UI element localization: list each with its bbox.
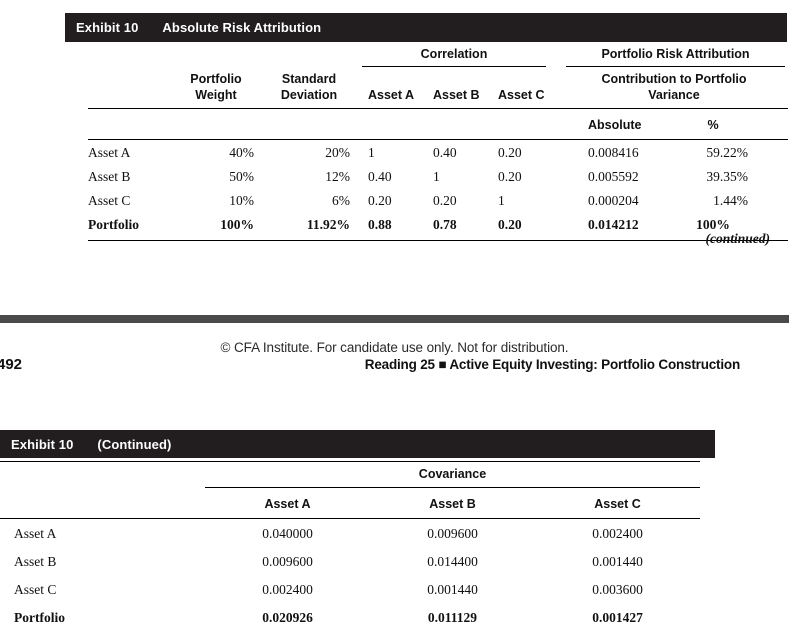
cell-cov-a: 0.002400 xyxy=(262,581,313,597)
cell-percent: 100% xyxy=(678,211,789,241)
row-label: Asset B xyxy=(14,553,57,569)
col-header-asset-c: Asset C xyxy=(535,488,700,519)
cell-std-deviation: 6% xyxy=(332,192,350,208)
cell-corr-b: 0.40 xyxy=(433,144,457,160)
cell-cov-c: 0.001427 xyxy=(592,609,643,625)
covariance-group-cell: Covariance xyxy=(205,462,700,489)
table-row-asset-b: Asset B 0.009600 0.014400 0.001440 xyxy=(0,547,700,575)
col-header-asset-a: Asset A xyxy=(360,66,428,109)
cell-corr-b: 1 xyxy=(433,168,440,184)
copyright-notice: © CFA Institute. For candidate use only.… xyxy=(220,340,569,355)
cell-cov-a: 0.040000 xyxy=(262,525,313,541)
col-header-standard-deviation: Standard Deviation xyxy=(268,66,360,109)
spacer-cell xyxy=(0,462,205,489)
col-header-contribution: Contribution to Portfolio Variance xyxy=(601,72,747,102)
spacer-cell xyxy=(88,66,178,109)
exhibit-bottom-label: Exhibit 10 xyxy=(11,436,74,452)
cell-std-deviation: 20% xyxy=(325,144,350,160)
col-header-asset-c: Asset C xyxy=(492,66,560,109)
cell-corr-a: 0.88 xyxy=(360,211,428,241)
exhibit-bottom-title: (Continued) xyxy=(97,436,172,452)
cell-corr-c: 1 xyxy=(498,192,505,208)
cell-absolute: 0.000204 xyxy=(588,192,639,208)
row-label: Portfolio xyxy=(88,211,178,241)
covariance-group-header: Covariance xyxy=(205,462,700,488)
table-row-portfolio-total: Portfolio 100% 11.92% 0.88 0.78 0.20 0.0… xyxy=(88,211,789,241)
running-footer-reading-title: Reading 25 ■ Active Equity Investing: Po… xyxy=(364,357,740,372)
col-header-contribution-cell: Contribution to Portfolio Variance xyxy=(560,66,789,109)
cell-cov-a: 0.020926 xyxy=(262,609,313,625)
col-header-percent: % xyxy=(678,108,789,140)
spacer-cell xyxy=(88,108,560,140)
cell-cov-b: 0.009600 xyxy=(427,525,478,541)
row-label: Asset B xyxy=(88,168,131,184)
group-header-row: Correlation Portfolio Risk Attribution xyxy=(88,46,788,67)
row-label: Asset C xyxy=(14,581,57,597)
column-header-row: Asset A Asset B Asset C xyxy=(0,488,700,519)
exhibit-top-header-bar: Exhibit 10 Absolute Risk Attribution xyxy=(65,13,787,42)
cell-cov-c: 0.002400 xyxy=(592,525,643,541)
table-row-portfolio-total: Portfolio 0.020926 0.011129 0.001427 xyxy=(0,603,700,631)
cell-percent: 1.44% xyxy=(713,192,749,208)
cell-percent: 39.35% xyxy=(706,168,749,184)
row-label: Portfolio xyxy=(14,609,65,625)
table-row-asset-a: Asset A 0.040000 0.009600 0.002400 xyxy=(0,519,700,548)
page-divider-bar xyxy=(0,315,789,323)
exhibit-top-label: Exhibit 10 xyxy=(76,20,139,35)
col-header-asset-b: Asset B xyxy=(428,66,492,109)
cell-corr-a: 1 xyxy=(368,144,375,160)
table-row-asset-c: Asset C 10% 6% 0.20 0.20 1 0.000204 1.44… xyxy=(88,188,788,212)
group-header-row: Covariance xyxy=(0,462,700,489)
page-number: 492 xyxy=(0,356,23,373)
cell-corr-b: 0.20 xyxy=(433,192,457,208)
cell-corr-c: 0.20 xyxy=(498,144,522,160)
cell-absolute: 0.014212 xyxy=(560,211,678,241)
cell-cov-c: 0.003600 xyxy=(592,581,643,597)
cell-corr-c: 0.20 xyxy=(498,168,522,184)
row-label: Asset A xyxy=(88,144,131,160)
exhibit-top-title: Absolute Risk Attribution xyxy=(162,20,322,35)
cell-weight: 100% xyxy=(178,211,268,241)
cell-weight: 50% xyxy=(229,168,254,184)
col-header-asset-b: Asset B xyxy=(370,488,535,519)
correlation-group-header: Correlation xyxy=(362,46,546,67)
cell-cov-b: 0.011129 xyxy=(427,609,478,625)
cell-cov-a: 0.009600 xyxy=(262,553,313,569)
cell-absolute: 0.008416 xyxy=(588,144,639,160)
risk-attribution-group-header: Portfolio Risk Attribution xyxy=(566,46,786,67)
cell-corr-b: 0.78 xyxy=(428,211,492,241)
exhibit-bottom-header-bar: Exhibit 10 (Continued) xyxy=(0,430,715,458)
spacer-cell xyxy=(88,46,360,67)
cell-std-deviation: 11.92% xyxy=(268,211,360,241)
covariance-table: Covariance Asset A Asset B Asset C Asset… xyxy=(0,461,700,631)
cell-absolute: 0.005592 xyxy=(588,168,639,184)
cell-cov-b: 0.001440 xyxy=(427,581,478,597)
col-header-portfolio-weight: Portfolio Weight xyxy=(178,66,268,109)
risk-attribution-group-cell: Portfolio Risk Attribution xyxy=(560,46,788,67)
document-page: { "exhibit_top": { "label": "Exhibit 10"… xyxy=(0,13,789,625)
row-label: Asset C xyxy=(88,192,131,208)
cell-cov-b: 0.014400 xyxy=(427,553,478,569)
table-row-asset-a: Asset A 40% 20% 1 0.40 0.20 0.008416 59.… xyxy=(88,139,788,164)
correlation-group-cell: Correlation xyxy=(360,46,560,67)
cell-corr-a: 0.20 xyxy=(368,192,392,208)
cell-corr-a: 0.40 xyxy=(368,168,392,184)
spacer-cell xyxy=(0,488,205,519)
continued-note: (continued) xyxy=(705,231,770,246)
row-label: Asset A xyxy=(14,525,57,541)
cell-weight: 10% xyxy=(229,192,254,208)
cell-std-deviation: 12% xyxy=(325,168,350,184)
column-header-row: Portfolio Weight Standard Deviation Asse… xyxy=(88,66,789,109)
cell-corr-c: 0.20 xyxy=(492,211,560,241)
table-row-asset-c: Asset C 0.002400 0.001440 0.003600 xyxy=(0,575,700,603)
cell-percent: 59.22% xyxy=(706,144,749,160)
cell-cov-c: 0.001440 xyxy=(592,553,643,569)
col-header-asset-a: Asset A xyxy=(205,488,370,519)
col-header-absolute: Absolute xyxy=(560,108,678,140)
sub-header-row: Absolute % xyxy=(88,108,789,140)
cell-weight: 40% xyxy=(229,144,254,160)
table-row-asset-b: Asset B 50% 12% 0.40 1 0.20 0.005592 39.… xyxy=(88,164,788,188)
absolute-risk-attribution-table: Correlation Portfolio Risk Attribution P… xyxy=(88,46,789,241)
